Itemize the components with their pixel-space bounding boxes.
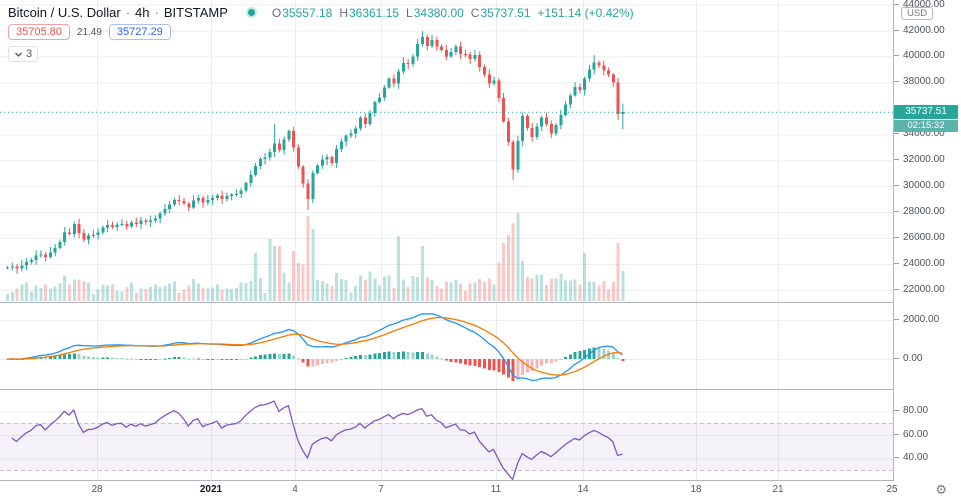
price-tick-label: 28000.00 [894, 206, 961, 218]
spread-value: 21.49 [76, 26, 102, 38]
price-tick-label: 38000.00 [894, 76, 961, 88]
macd-histogram [6, 347, 625, 382]
low-value: 34380.00 [413, 5, 464, 20]
high-label: H [339, 5, 348, 20]
change-value: +151.14 (+0.42%) [537, 5, 634, 20]
ohlc-values: O 35557.18 H 36361.15 L 34380.00 C 35737… [272, 6, 634, 20]
macd-tick-label: 0.00 [894, 353, 961, 365]
rsi-tick-label: 40.00 [894, 452, 961, 464]
last-price-label: 35737.51 [894, 105, 958, 119]
rsi-tick-label: 60.00 [894, 429, 961, 441]
price-tick-label: 22000.00 [894, 284, 961, 296]
sell-price-button[interactable]: 35705.80 [8, 24, 70, 40]
close-value: 35737.51 [480, 5, 531, 20]
low-label: L [406, 5, 413, 20]
open-value: 35557.18 [282, 5, 333, 20]
price-tick-label: 26000.00 [894, 232, 961, 244]
time-tick-label: 14 [577, 484, 589, 495]
currency-badge[interactable]: USD [901, 7, 934, 20]
symbol-title-row[interactable]: Bitcoin / U.S. Dollar · 4h · BITSTAMP O … [8, 5, 634, 20]
chevron-down-icon [15, 52, 22, 57]
exchange-label: BITSTAMP [163, 5, 228, 20]
grid-lines [0, 0, 893, 480]
time-tick-label: 11 [490, 484, 502, 495]
price-tick-label: 34000.00 [894, 128, 961, 140]
market-status-icon [247, 9, 255, 16]
collapse-indicators-button[interactable]: 3 [8, 46, 39, 62]
rsi-tick-label: 80.00 [894, 405, 961, 417]
volume-bars [6, 213, 625, 301]
time-tick-label: 18 [690, 484, 702, 495]
interval-label: 4h [135, 5, 150, 20]
bid-ask-row: 35705.80 21.49 35727.29 [8, 24, 171, 40]
rsi-band [0, 423, 893, 471]
time-axis[interactable]: ⚙ 28 2021 4 7 11 14 18 21 25 [0, 481, 961, 500]
close-label: C [470, 5, 480, 20]
time-tick-label: 7 [378, 484, 384, 495]
time-tick-label: 28 [91, 484, 103, 495]
price-tick-label: 24000.00 [894, 258, 961, 270]
indicator-lines [6, 313, 623, 481]
candles [6, 31, 625, 274]
buy-price-button[interactable]: 35727.29 [108, 24, 171, 40]
price-tick-label: 30000.00 [894, 180, 961, 192]
title-separator: · [154, 5, 159, 20]
price-tick-label: 44000.00 [894, 0, 961, 11]
time-tick-label: 25 [886, 484, 898, 495]
title-separator: · [125, 5, 131, 20]
time-tick-label: 21 [772, 484, 784, 495]
price-tick-label: 32000.00 [894, 154, 961, 166]
high-value: 36361.15 [348, 5, 400, 20]
price-axis[interactable]: USD 44000.00 42000.00 40000.00 38000.00 3400… [894, 0, 961, 481]
bar-countdown-label: 02:15:32 [894, 119, 958, 132]
price-tick-label: 42000.00 [894, 25, 961, 37]
collapsed-count: 3 [26, 48, 33, 60]
price-tick-label: 40000.00 [894, 50, 961, 62]
open-label: O [271, 5, 282, 20]
gear-icon[interactable]: ⚙ [935, 482, 947, 497]
symbol-name: Bitcoin / U.S. Dollar [8, 5, 121, 20]
macd-tick-label: 2000.00 [894, 314, 961, 326]
time-tick-label: 4 [292, 484, 298, 495]
time-tick-label: 2021 [199, 484, 223, 495]
